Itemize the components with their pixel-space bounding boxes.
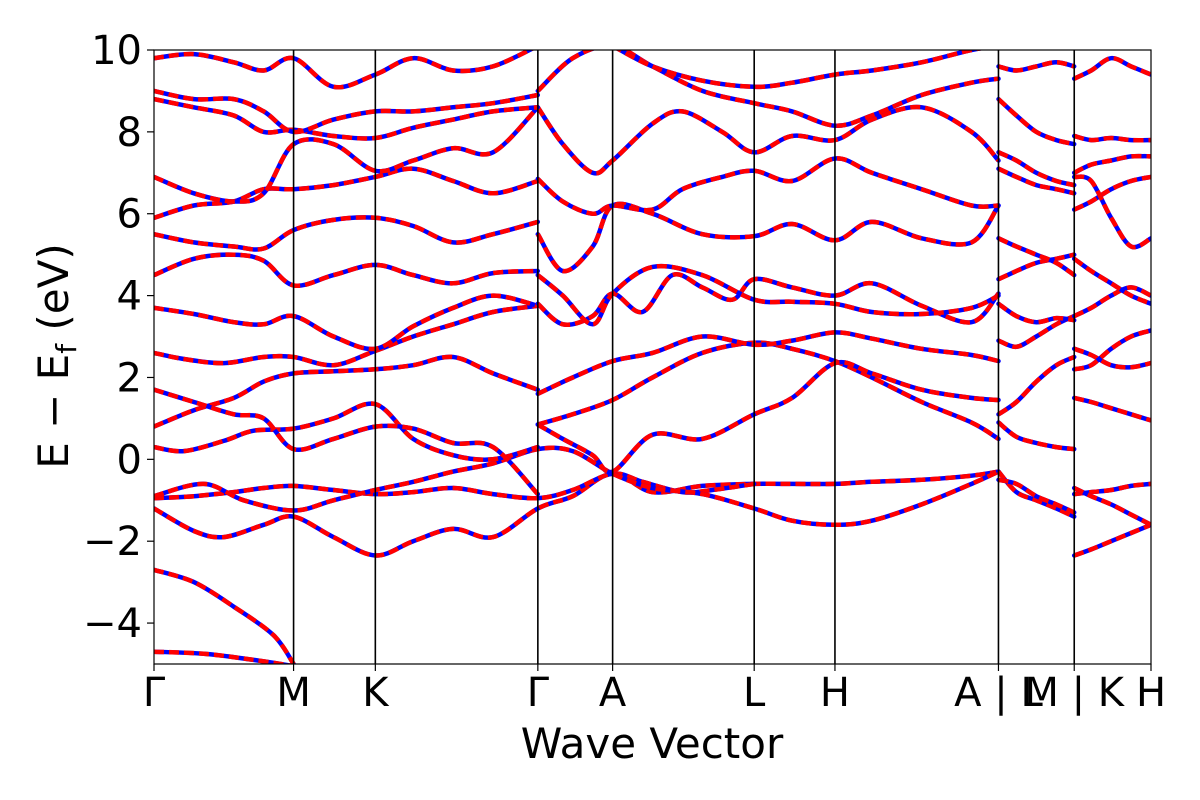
y-tick-label-0: 10	[91, 28, 142, 74]
x-tick-label-7: A | L	[954, 670, 1043, 716]
x-tick-label-1: M	[276, 670, 311, 716]
band-line-blue-31	[996, 313, 1077, 350]
y-axis-label-main: E − E	[29, 354, 78, 469]
band-line-blue-44	[1071, 328, 1151, 372]
band-line-red-24	[536, 50, 999, 128]
y-axis-label-subscript: f	[50, 343, 83, 354]
band-line-blue-37	[996, 96, 1077, 147]
band-line-red-40	[1073, 481, 1151, 497]
band-line-red-25	[154, 50, 535, 90]
y-axis-label-unit: (eV)	[29, 243, 78, 344]
band-line-red-26	[615, 50, 985, 90]
band-line-red-29	[996, 470, 1076, 519]
band-line-red-35	[997, 166, 1075, 196]
plot-frame	[153, 49, 1152, 665]
band-line-red-34	[997, 236, 1076, 277]
band-line-red-18	[154, 166, 539, 220]
x-tick-label-5: L	[743, 670, 766, 716]
y-tick-label-7: −4	[83, 601, 142, 647]
band-line-red-43	[1073, 346, 1151, 370]
band-line-blue-39	[1071, 522, 1151, 558]
y-axis-ticks: 10 8 6 4 2 0 −2 −4	[83, 28, 154, 647]
band-line-blue-8	[535, 359, 1001, 475]
band-line-red-19	[536, 156, 999, 216]
band-line-red-33	[997, 252, 1075, 282]
band-line-blue-45	[1071, 285, 1151, 319]
x-tick-label-0: Γ	[143, 670, 166, 716]
band-line-red-32	[997, 301, 1075, 325]
band-line-red-12	[154, 293, 539, 352]
x-tick-label-2: K	[362, 670, 390, 716]
x-tick-label-6: H	[820, 670, 850, 716]
band-line-blue-47	[1071, 174, 1151, 212]
y-tick-label-6: −2	[83, 519, 142, 565]
x-axis-label: Wave Vector	[521, 719, 784, 768]
band-line-red-4	[154, 445, 1000, 528]
band-line-red-1	[154, 567, 296, 664]
band-line-red-30	[997, 477, 1076, 515]
y-tick-label-1: 8	[117, 110, 142, 156]
y-tick-label-3: 4	[117, 274, 142, 320]
band-line-red-50	[1073, 133, 1151, 143]
band-line-blue-46	[1071, 256, 1151, 307]
band-line-blue-1	[154, 567, 296, 664]
band-line-blue-41	[1071, 485, 1151, 528]
band-line-red-27	[997, 354, 1076, 417]
y-tick-label-2: 6	[117, 192, 142, 238]
band-line-blue-20	[154, 105, 541, 204]
band-line-red-2	[154, 469, 999, 558]
band-line-blue-6	[154, 354, 541, 429]
band-line-blue-36	[996, 150, 1077, 188]
band-line-red-0	[154, 649, 294, 664]
band-line-red-37	[996, 97, 1075, 147]
band-line-blue-49	[1071, 153, 1151, 176]
y-tick-label-4: 2	[117, 355, 142, 401]
band-line-red-6	[154, 354, 539, 429]
band-line-blue-16	[154, 215, 541, 252]
band-line-red-21	[535, 104, 1001, 176]
band-line-red-14	[536, 272, 1001, 327]
x-tick-label-3: Γ	[527, 670, 550, 716]
band-line-red-23	[154, 88, 539, 135]
band-line-red-20	[154, 105, 540, 204]
band-line-red-48	[1073, 174, 1151, 250]
band-line-red-7	[537, 340, 1000, 441]
band-line-red-10	[154, 303, 539, 368]
y-axis-label: E − Ef (eV)	[29, 243, 83, 469]
band-lines	[154, 50, 1151, 664]
x-tick-label-8: M | K	[1024, 670, 1125, 716]
band-line-red-13	[154, 252, 538, 289]
band-line-blue-27	[996, 354, 1077, 417]
band-line-blue-51	[1071, 55, 1151, 81]
kpoint-lines	[292, 50, 1076, 664]
band-line-red-39	[1073, 522, 1151, 558]
band-line-blue-25	[154, 50, 535, 90]
band-line-red-42	[1073, 395, 1151, 423]
band-line-red-38	[997, 60, 1075, 73]
band-line-red-17	[535, 201, 1001, 274]
x-tick-label-4: A	[599, 670, 627, 716]
band-line-red-22	[154, 96, 539, 141]
band-line-blue-13	[154, 252, 541, 289]
band-line-red-9	[154, 387, 540, 496]
band-line-red-28	[997, 420, 1075, 452]
x-tick-label-9: H	[1136, 670, 1166, 716]
band-line-red-3	[154, 471, 755, 501]
y-tick-label-5: 0	[117, 437, 142, 483]
band-line-blue-28	[996, 420, 1077, 452]
band-line-red-8	[536, 359, 999, 475]
band-line-red-11	[536, 330, 1000, 396]
band-line-red-16	[154, 215, 539, 252]
band-line-red-15	[536, 263, 1000, 327]
band-line-red-49	[1073, 153, 1151, 175]
band-line-red-5	[154, 401, 539, 462]
